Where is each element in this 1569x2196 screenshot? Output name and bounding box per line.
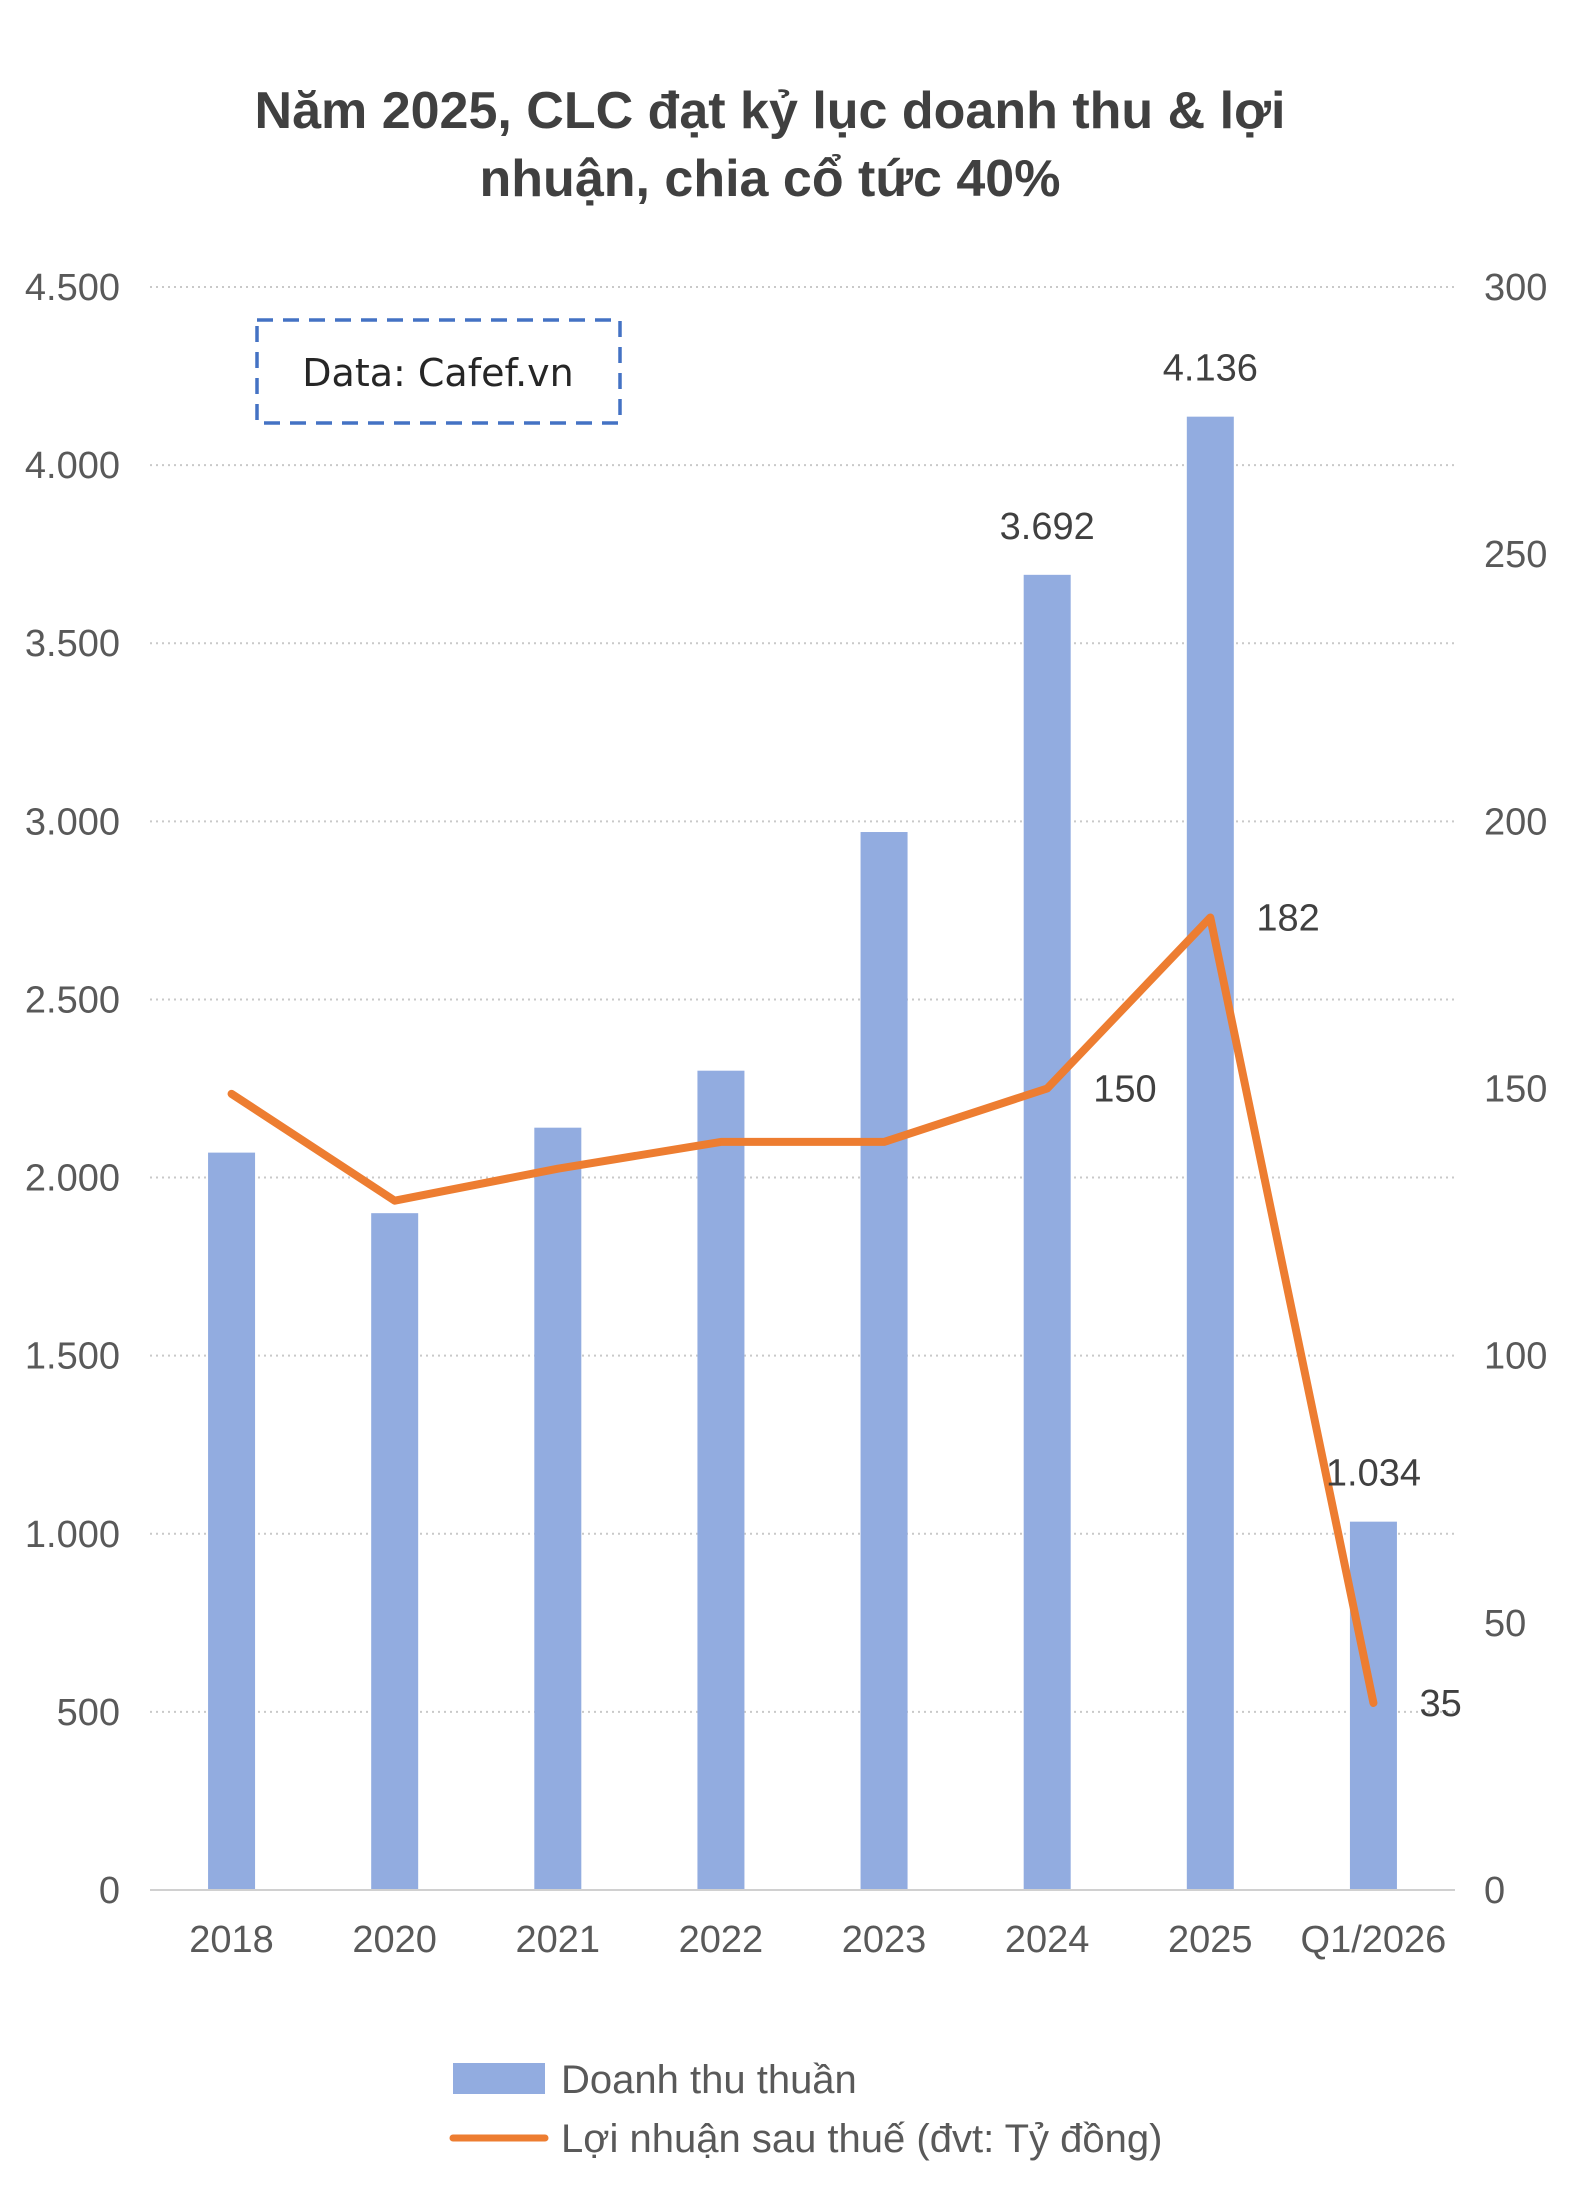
right-tick-label: 200 — [1484, 801, 1547, 843]
bar — [860, 832, 908, 1890]
right-axis-ticks: 0 50 100 150 200 250 300 — [1484, 267, 1547, 1912]
chart-title: Năm 2025, CLC đạt kỷ lục doanh thu & lợi… — [255, 82, 1286, 208]
chart-title-line-2: nhuận, chia cổ tức 40% — [480, 150, 1061, 208]
right-tick-label: 0 — [1484, 1870, 1505, 1912]
data-labels: 3.692 4.136 1.034 150 182 35 — [1000, 348, 1462, 1725]
left-tick-label: 500 — [57, 1692, 120, 1734]
line-data-label: 182 — [1256, 898, 1319, 940]
profit-line — [227, 913, 1378, 1707]
x-axis: 2018 2020 2021 2022 2023 2024 2025 Q1/2026 — [150, 1889, 1455, 1961]
left-axis-ticks: 0 500 1.000 1.500 2.000 2.500 3.000 3.500 4.000 4… — [25, 267, 120, 1912]
line-point — [231, 1093, 233, 1095]
left-tick-label: 3.000 — [25, 801, 120, 843]
x-tick-label: 2025 — [1168, 1919, 1253, 1961]
bar-data-label: 3.692 — [1000, 506, 1095, 548]
right-tick-label: 100 — [1484, 1336, 1547, 1378]
gridlines — [150, 286, 1455, 1713]
bar-data-label: 4.136 — [1163, 348, 1258, 390]
line-point — [557, 1168, 559, 1170]
bar — [1023, 574, 1071, 1890]
bar — [1186, 416, 1234, 1890]
left-tick-label: 1.500 — [25, 1336, 120, 1378]
legend-swatch-bar — [453, 2063, 545, 2094]
line-point — [883, 1141, 885, 1143]
x-tick-label: 2020 — [352, 1919, 437, 1961]
x-tick-label: 2022 — [679, 1919, 764, 1961]
x-tick-label: Q1/2026 — [1301, 1919, 1447, 1961]
right-tick-label: 300 — [1484, 267, 1547, 309]
left-tick-label: 2.000 — [25, 1158, 120, 1200]
revenue-bars — [208, 416, 1397, 1890]
source-box: Data: Cafef.vn — [255, 318, 622, 425]
profit-line-group — [227, 913, 1378, 1707]
source-note: Data: Cafef.vn — [302, 351, 573, 395]
right-tick-label: 150 — [1484, 1069, 1547, 1111]
left-tick-label: 1.000 — [25, 1514, 120, 1556]
legend-label-profit: Lợi nhuận sau thuế (đvt: Tỷ đồng) — [561, 2117, 1162, 2161]
x-tick-label: 2023 — [842, 1919, 927, 1961]
bar — [697, 1070, 745, 1890]
chart-title-line-1: Năm 2025, CLC đạt kỷ lục doanh thu & lợi — [255, 82, 1286, 140]
line-data-label: 150 — [1093, 1069, 1156, 1111]
left-tick-label: 4.000 — [25, 445, 120, 487]
legend-label-revenue: Doanh thu thuần — [561, 2058, 857, 2102]
line-data-label: 35 — [1419, 1683, 1461, 1725]
left-tick-label: 4.500 — [25, 267, 120, 309]
bar — [534, 1127, 582, 1890]
line-point — [1046, 1088, 1048, 1089]
x-tick-label: 2024 — [1005, 1919, 1090, 1961]
left-tick-label: 2.500 — [25, 979, 120, 1021]
bar — [208, 1152, 256, 1890]
legend: Doanh thu thuần Lợi nhuận sau thuế (đvt:… — [449, 2058, 1162, 2161]
line-point — [1209, 917, 1211, 919]
bar — [371, 1213, 419, 1890]
line-point — [720, 1141, 722, 1143]
left-tick-label: 3.500 — [25, 623, 120, 665]
x-tick-label: 2021 — [516, 1919, 601, 1961]
x-tick-label: 2018 — [189, 1919, 274, 1961]
right-tick-label: 250 — [1484, 534, 1547, 576]
right-tick-label: 50 — [1484, 1603, 1526, 1645]
line-point — [1372, 1702, 1374, 1704]
bar-data-label: 1.034 — [1326, 1453, 1421, 1495]
line-point — [394, 1200, 396, 1202]
left-tick-label: 0 — [99, 1870, 120, 1912]
